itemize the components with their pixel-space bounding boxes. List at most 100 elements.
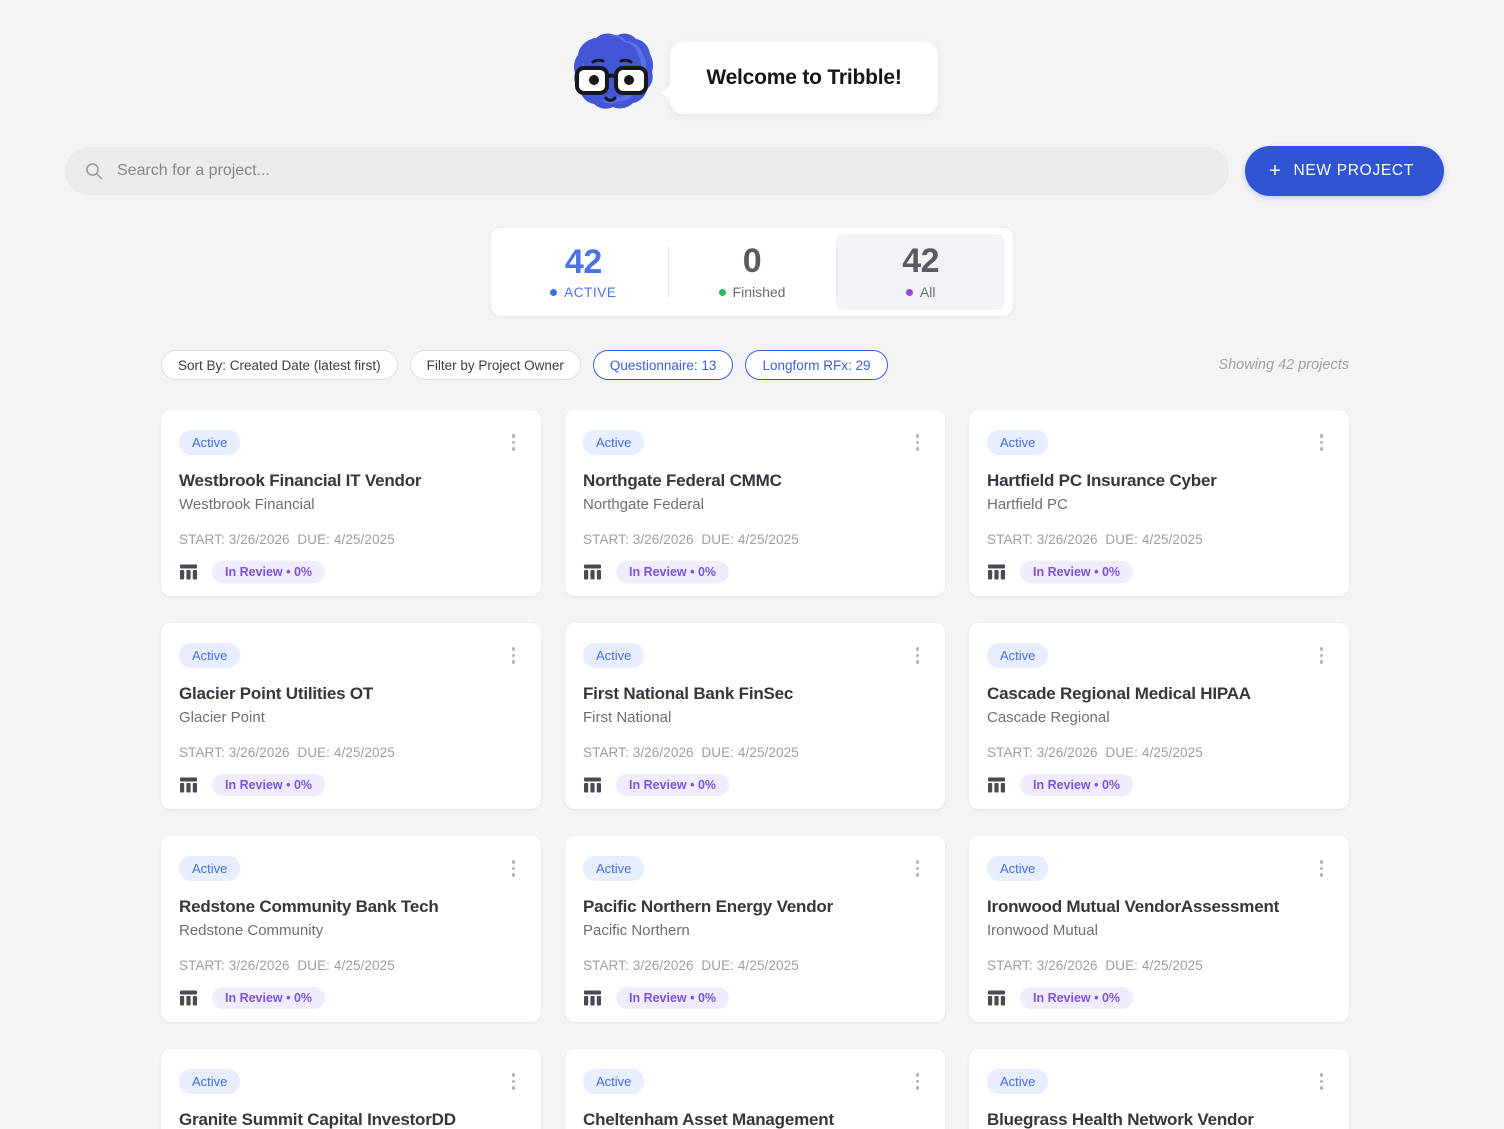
showing-count: Showing 42 projects [1218,357,1349,373]
search-box[interactable] [65,147,1230,195]
progress-badge: In Review • 0% [212,561,326,583]
card-title: Cascade Regional Medical HIPAA [987,684,1251,703]
card-menu-icon[interactable] [504,643,524,668]
card-header: Active [179,643,523,668]
progress-badge: In Review • 0% [616,561,730,583]
card-subtitle: First National [583,709,672,726]
project-card[interactable]: Active Westbrook Financial IT Vendor Westb… [161,410,541,596]
filter-chip-3[interactable]: Longform RFx: 29 [745,350,888,380]
project-card[interactable]: Active Redstone Community Bank Tech Redsto… [161,836,541,1022]
card-subtitle: Cascade Regional [987,709,1110,726]
progress-badge: In Review • 0% [616,987,730,1009]
project-card[interactable]: Active Glacier Point Utilities OT Glacier … [161,623,541,809]
progress-badge: In Review • 0% [1020,774,1134,796]
table-columns-icon [988,777,1005,793]
stat-label-wrap: All [905,284,935,300]
status-badge: Active [987,643,1049,668]
status-badge: Active [987,430,1049,455]
card-header: Active [583,1069,927,1094]
card-menu-icon[interactable] [908,1069,928,1094]
progress-badge: In Review • 0% [212,774,326,796]
status-dot-icon [550,288,558,296]
stat-label: ACTIVE [564,284,617,300]
stat-finished[interactable]: 0 Finished [667,234,837,310]
search-toolbar: + NEW PROJECT [65,146,1444,196]
card-title: Northgate Federal CMMC [583,471,782,490]
card-header: Active [179,856,523,881]
status-badge: Active [583,856,645,881]
stat-count: 42 [902,242,940,280]
stat-count: 42 [564,242,602,281]
project-card[interactable]: Active Northgate Federal CMMC Northgate Fe… [565,410,945,596]
card-dates: START: 3/26/2026 DUE: 4/25/2025 [583,532,799,547]
card-subtitle: Redstone Community [179,922,324,939]
card-menu-icon[interactable] [1312,643,1332,668]
stat-count: 0 [742,242,762,280]
progress-badge: In Review • 0% [212,987,326,1009]
welcome-header: Welcome to Tribble! [0,30,1504,125]
card-footer: In Review • 0% [583,561,927,583]
card-dates: START: 3/26/2026 DUE: 4/25/2025 [179,745,395,760]
filter-chip-2[interactable]: Questionnaire: 13 [592,350,734,380]
stat-label-wrap: Finished [718,284,785,300]
progress-badge: In Review • 0% [1020,987,1134,1009]
filter-chip-group: Sort By: Created Date (latest first) Filt… [161,350,888,380]
card-header: Active [987,1069,1331,1094]
card-subtitle: Northgate Federal [583,496,704,513]
card-title: Hartfield PC Insurance Cyber [987,471,1217,490]
status-badge: Active [583,1069,645,1094]
card-footer: In Review • 0% [179,987,523,1009]
card-dates: START: 3/26/2026 DUE: 4/25/2025 [987,958,1203,973]
card-subtitle: Hartfield PC [987,496,1068,513]
card-menu-icon[interactable] [908,856,928,881]
card-header: Active [987,643,1331,668]
new-project-button[interactable]: + NEW PROJECT [1245,146,1444,196]
stat-active[interactable]: 42 ACTIVE [499,234,668,310]
card-footer: In Review • 0% [179,561,523,583]
card-footer: In Review • 0% [583,774,927,796]
project-card[interactable]: Active Ironwood Mutual VendorAssessment Ir… [969,836,1349,1022]
status-badge: Active [583,430,645,455]
filter-chip-1[interactable]: Filter by Project Owner [409,350,581,380]
card-subtitle: Glacier Point [179,709,265,726]
plus-icon: + [1269,160,1282,182]
card-menu-icon[interactable] [908,643,928,668]
welcome-text: Welcome to Tribble! [706,65,902,89]
card-title: Westbrook Financial IT Vendor [179,471,422,490]
status-badge: Active [583,643,645,668]
card-title: Pacific Northern Energy Vendor [583,897,834,916]
table-columns-icon [180,777,197,793]
card-menu-icon[interactable] [1312,430,1332,455]
project-card[interactable]: Active Pacific Northern Energy Vendor Paci… [565,836,945,1022]
status-badge: Active [179,430,241,455]
card-menu-icon[interactable] [908,430,928,455]
project-card[interactable]: Active Hartfield PC Insurance Cyber Hartfi… [969,410,1349,596]
card-subtitle: Ironwood Mutual [987,922,1098,939]
card-dates: START: 3/26/2026 DUE: 4/25/2025 [583,745,799,760]
card-menu-icon[interactable] [504,430,524,455]
card-header: Active [987,856,1331,881]
card-dates: START: 3/26/2026 DUE: 4/25/2025 [987,532,1203,547]
card-menu-icon[interactable] [1312,856,1332,881]
search-input[interactable] [117,162,1210,180]
progress-badge: In Review • 0% [616,774,730,796]
card-menu-icon[interactable] [504,856,524,881]
card-menu-icon[interactable] [1312,1069,1332,1094]
card-title: Glacier Point Utilities OT [179,684,374,703]
card-title: First National Bank FinSec [583,684,794,703]
tribble-mascot-icon [574,33,654,109]
project-card[interactable]: Active Cascade Regional Medical HIPAA Casc… [969,623,1349,809]
stat-label-wrap: ACTIVE [550,285,616,300]
card-footer: In Review • 0% [179,774,523,796]
card-header: Active [583,643,927,668]
card-menu-icon[interactable] [504,1069,524,1094]
new-project-label: NEW PROJECT [1293,162,1414,179]
project-card[interactable]: Active First National Bank FinSec First Na… [565,623,945,809]
card-header: Active [179,1069,523,1094]
filter-chip-0[interactable]: Sort By: Created Date (latest first) [161,350,398,380]
stat-all[interactable]: 42 All [836,234,1006,310]
